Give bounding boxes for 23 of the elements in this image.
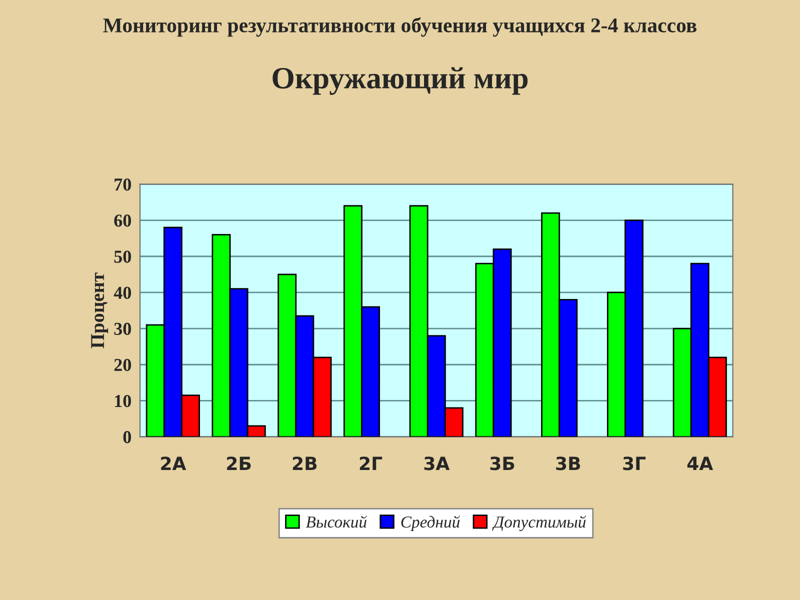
x-tick-label: 3В xyxy=(556,456,580,470)
y-tick-label: 40 xyxy=(114,286,131,299)
x-tick-label: 2А xyxy=(161,456,186,470)
y-tick-label: 0 xyxy=(123,431,131,444)
x-tick-label: 3Г xyxy=(623,456,646,470)
y-tick-label: 50 xyxy=(114,250,131,263)
x-tick-label: 4А xyxy=(687,456,714,470)
chart-title: Мониторинг результативности обучения учащихся 2-4 классов xyxy=(103,17,697,37)
x-tick-label: 2Б xyxy=(227,456,251,470)
y-tick-label: 20 xyxy=(114,358,131,372)
legend-label: Высокий xyxy=(306,516,367,528)
x-tick-label: 3А xyxy=(424,456,450,470)
chart-subtitle: Окружающий мир xyxy=(272,67,528,95)
y-tick-label: 10 xyxy=(115,394,131,408)
y-tick-label: 70 xyxy=(114,178,131,191)
y-tick-label: 60 xyxy=(114,214,131,227)
y-tick-label: 30 xyxy=(114,322,131,335)
x-tick-label: 3Б xyxy=(490,456,514,470)
x-tick-label: 2Г xyxy=(360,456,382,470)
y-axis-title: Процент xyxy=(91,272,108,348)
x-tick-label: 2В xyxy=(292,456,317,470)
legend-label: Допустимый xyxy=(492,516,586,532)
legend-label: Средний xyxy=(401,516,460,532)
